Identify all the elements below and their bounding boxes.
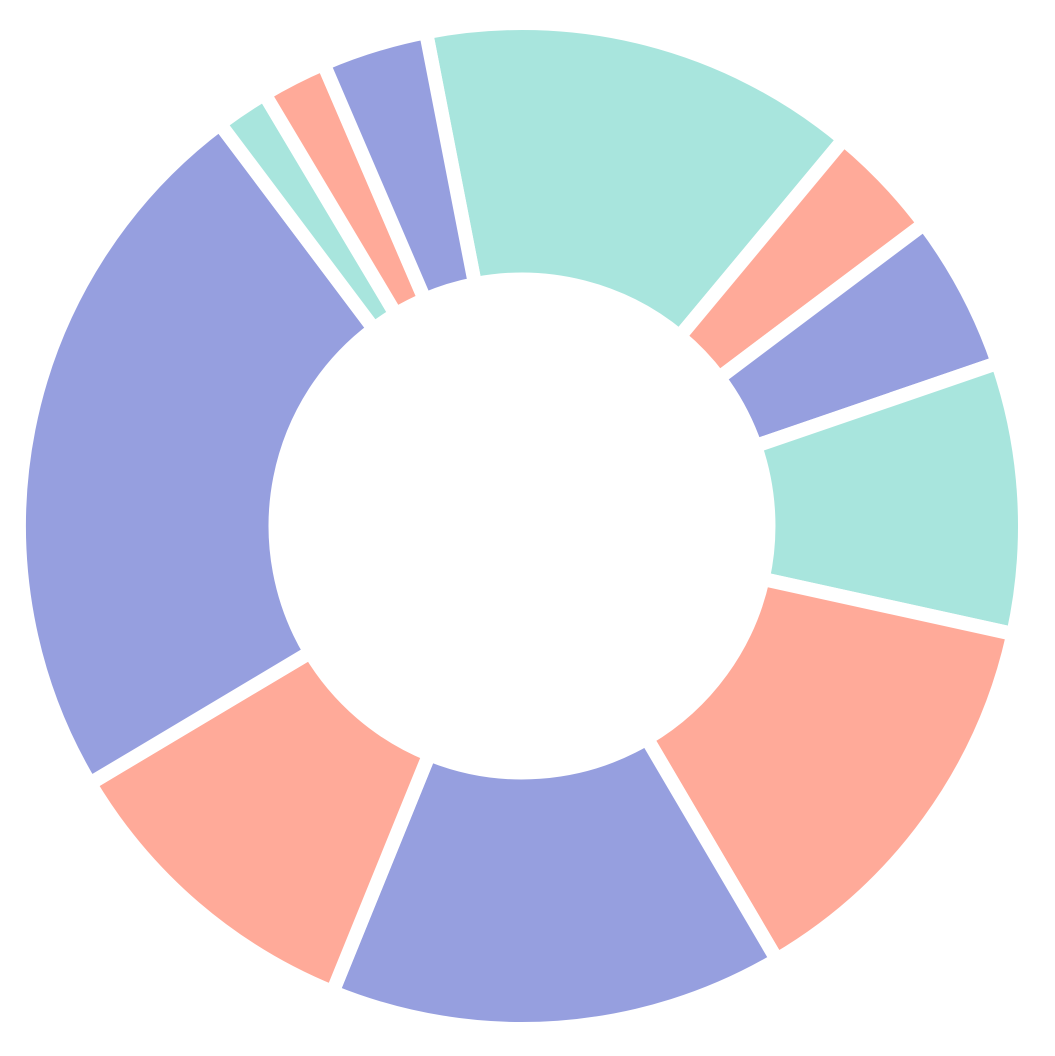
donut-slice-6 <box>325 731 784 1036</box>
donut-slice-11 <box>316 25 482 307</box>
donut-slices <box>12 16 1032 1036</box>
donut-slice-8 <box>12 116 381 791</box>
donut-slice-5 <box>639 571 1021 967</box>
